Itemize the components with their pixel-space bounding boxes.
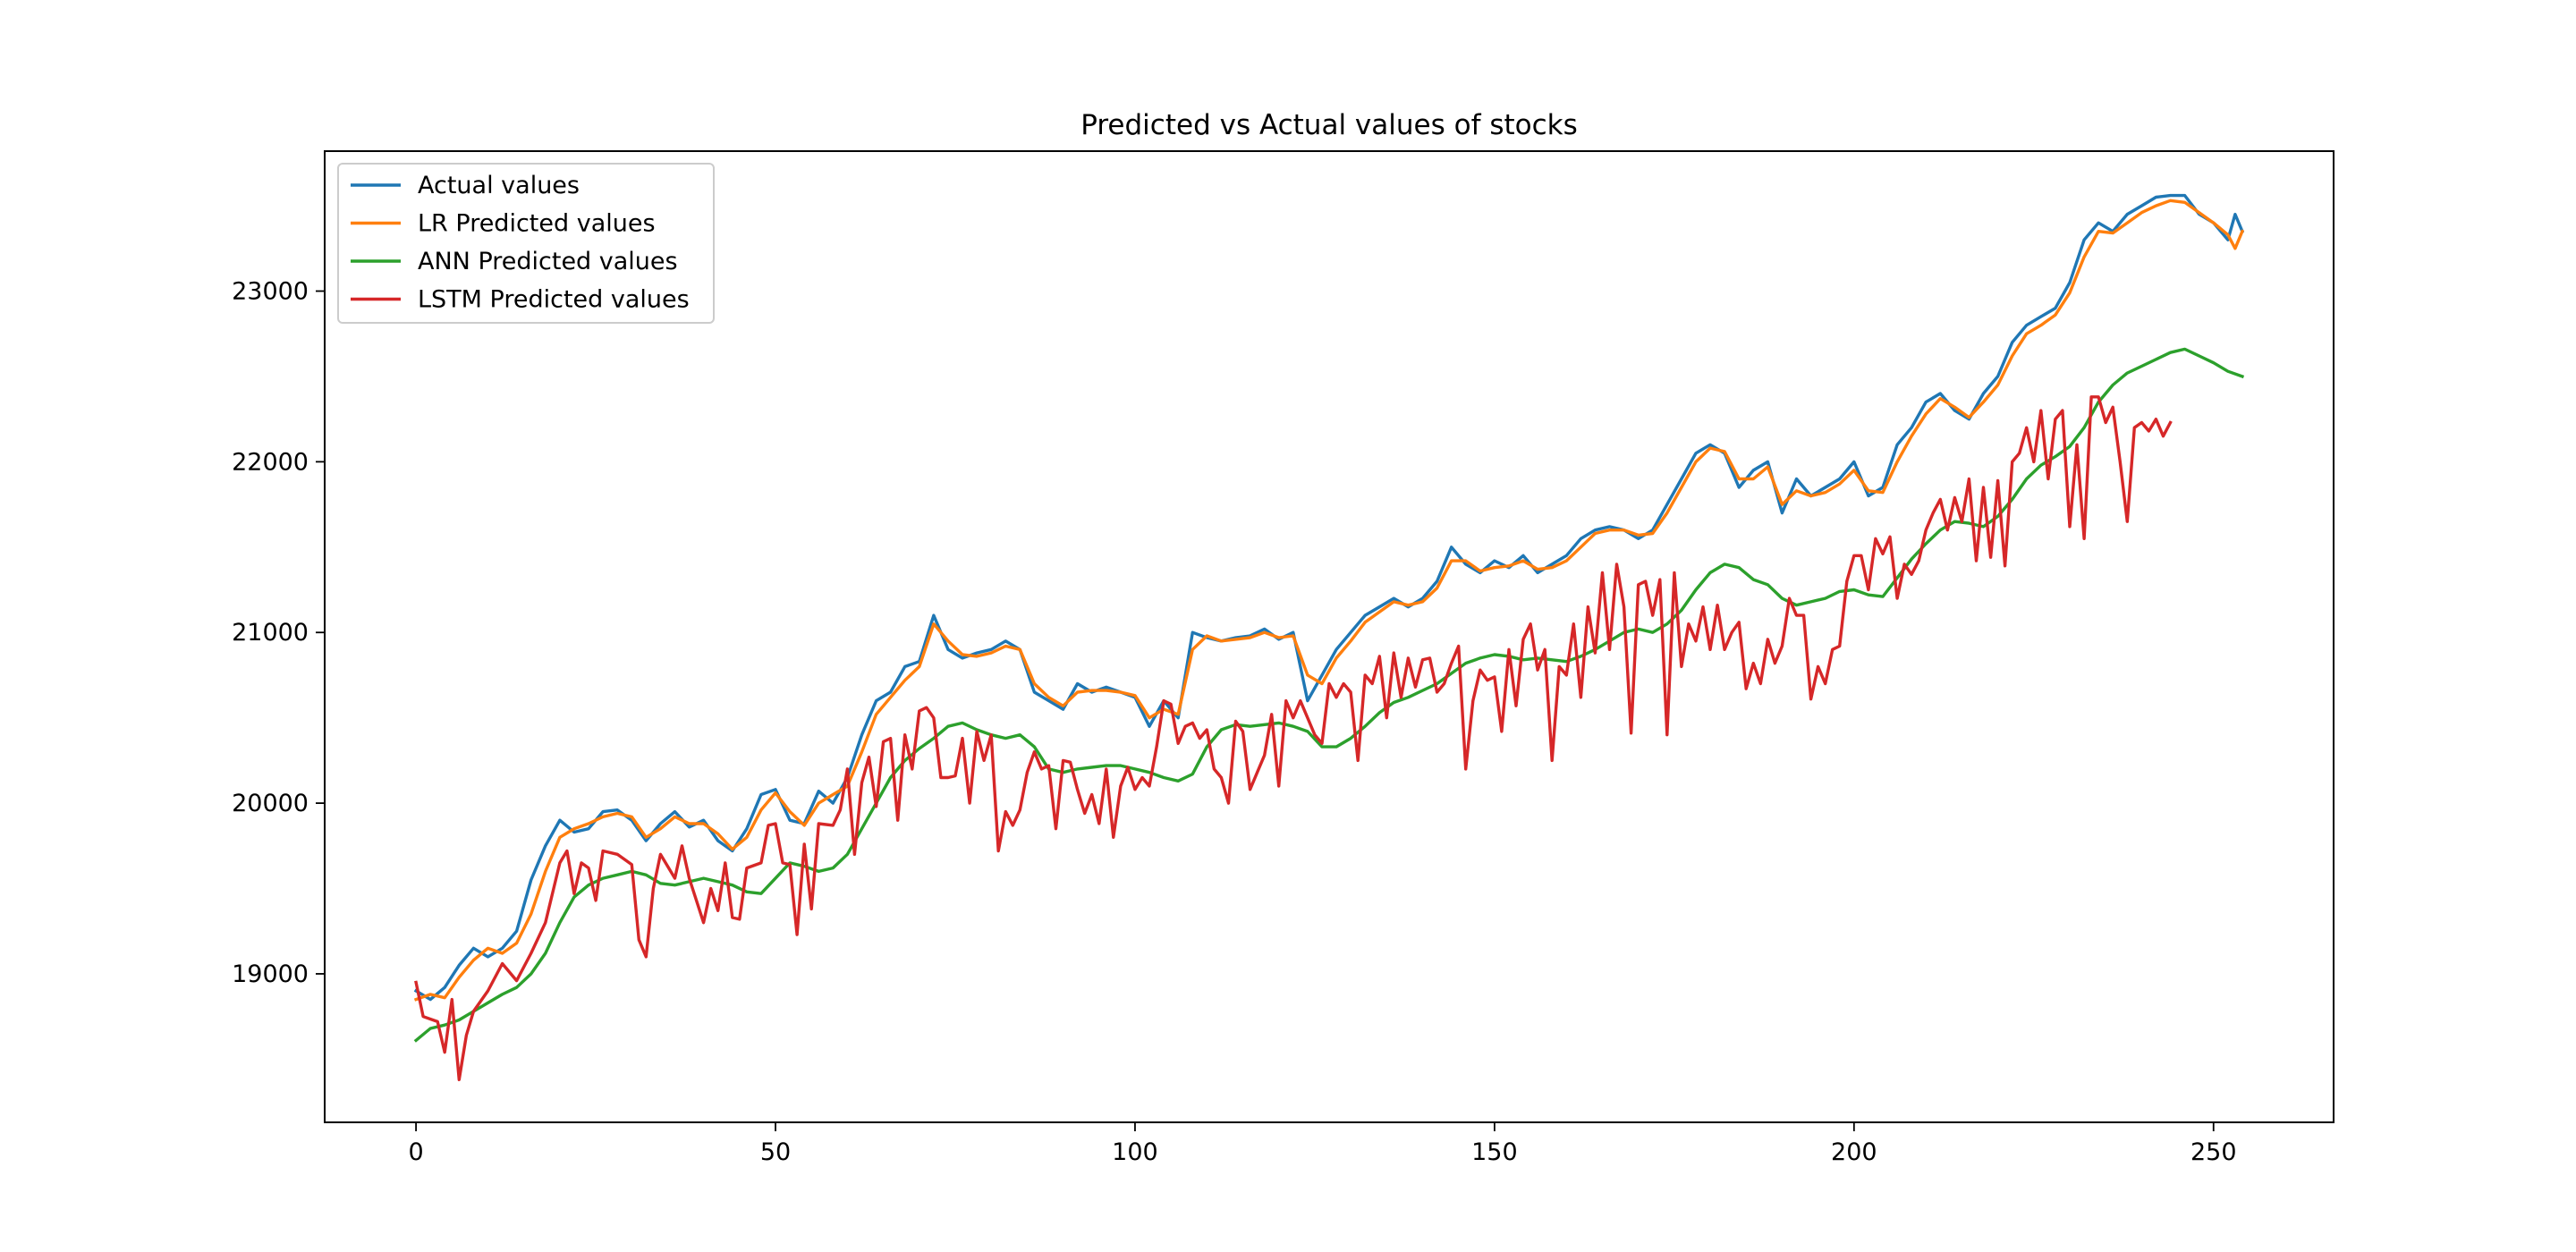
legend-label-3: LSTM Predicted values: [418, 286, 690, 314]
y-tick-label: 22000: [232, 448, 309, 476]
y-tick-label: 19000: [232, 960, 309, 988]
x-tick-label: 250: [2190, 1138, 2237, 1166]
legend: Actual values LR Predicted values ANN Pred…: [337, 163, 715, 324]
x-tick-label: 0: [408, 1138, 423, 1166]
legend-label-2: ANN Predicted values: [418, 248, 678, 275]
legend-box: [337, 163, 715, 324]
y-tick-label: 21000: [232, 619, 309, 647]
x-tick-label: 200: [1831, 1138, 1877, 1166]
legend-label-0: Actual values: [418, 172, 580, 199]
ticks-layer: 0 50 100 150 200 250 19000 20000 21000 22000 23000: [232, 278, 2236, 1166]
legend-label-1: LR Predicted values: [418, 210, 656, 238]
series-layer: [413, 193, 2245, 1081]
series-line-2: [413, 347, 2245, 1043]
chart-title: Predicted vs Actual values of stocks: [1080, 109, 1578, 141]
series-line-3: [414, 395, 2173, 1081]
series-line-1: [413, 199, 2245, 1002]
y-tick-label: 20000: [232, 790, 309, 817]
plot-area-frame: [324, 150, 2334, 1123]
y-tick-label: 23000: [232, 278, 309, 306]
x-tick-label: 50: [760, 1138, 791, 1166]
x-tick-label: 150: [1471, 1138, 1518, 1166]
x-tick-label: 100: [1112, 1138, 1158, 1166]
